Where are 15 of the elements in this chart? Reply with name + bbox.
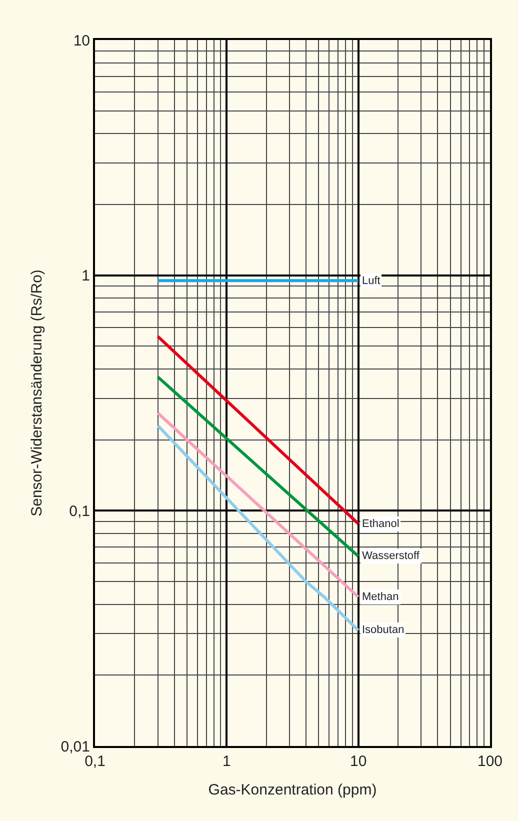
y-tick-label: 0,01 [60,738,90,756]
x-tick-label: 1 [222,753,231,770]
x-tick-label: 0,1 [84,753,106,770]
y-tick-label: 0,1 [69,502,90,520]
y-axis-title: Sensor-Widerstansänderung (Rs/Ro) [28,270,46,516]
x-axis-title: Gas-Konzentration (ppm) [208,782,377,798]
series-label: Wasserstoff [362,550,420,562]
series-label: Isobutan [362,624,404,636]
series-label: Ethanol [362,518,400,530]
y-tick-label: 1 [82,268,90,285]
x-tick-label: 10 [350,753,367,770]
y-tick-label: 10 [73,32,90,50]
series-label: Luft [362,275,380,287]
series-label: Methan [362,591,399,603]
x-tick-label: 100 [477,753,503,770]
